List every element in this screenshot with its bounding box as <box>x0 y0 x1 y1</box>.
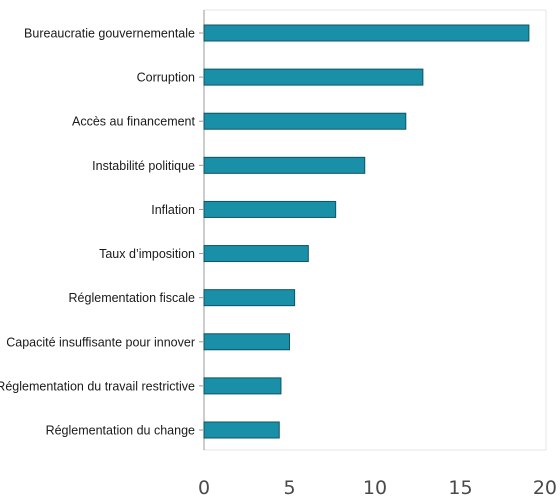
bar <box>203 68 424 86</box>
category-label: Instabilité politique <box>92 159 195 173</box>
bar <box>203 24 530 42</box>
category-label: Bureaucratie gouvernementale <box>24 27 195 41</box>
bar <box>203 200 337 218</box>
bar <box>203 156 366 174</box>
category-label: Capacité insuffisante pour innover <box>6 335 195 349</box>
bar <box>203 377 282 395</box>
category-label: Réglementation du travail restrictive <box>0 379 195 393</box>
category-label: Corruption <box>137 71 195 85</box>
bar <box>203 421 280 439</box>
category-label: Taux d’imposition <box>99 247 195 261</box>
bars-group <box>203 24 530 439</box>
category-label: Accès au financement <box>72 115 196 129</box>
bar <box>203 245 309 263</box>
bar <box>203 333 290 351</box>
category-label: Inflation <box>151 203 195 217</box>
x-tick-label: 10 <box>363 477 387 499</box>
bar <box>203 289 296 307</box>
x-tick-label: 5 <box>283 477 295 499</box>
x-tick-label: 15 <box>448 477 472 499</box>
x-axis-ticks: 0 5 10 15 20 <box>198 477 557 499</box>
category-labels: Bureaucratie gouvernementale Corruption Ac… <box>0 27 204 438</box>
category-label: Réglementation du change <box>46 424 195 438</box>
bar <box>203 112 407 130</box>
x-tick-label: 0 <box>198 477 210 499</box>
category-label: Réglementation fiscale <box>69 291 196 305</box>
x-tick-label: 20 <box>533 477 557 499</box>
